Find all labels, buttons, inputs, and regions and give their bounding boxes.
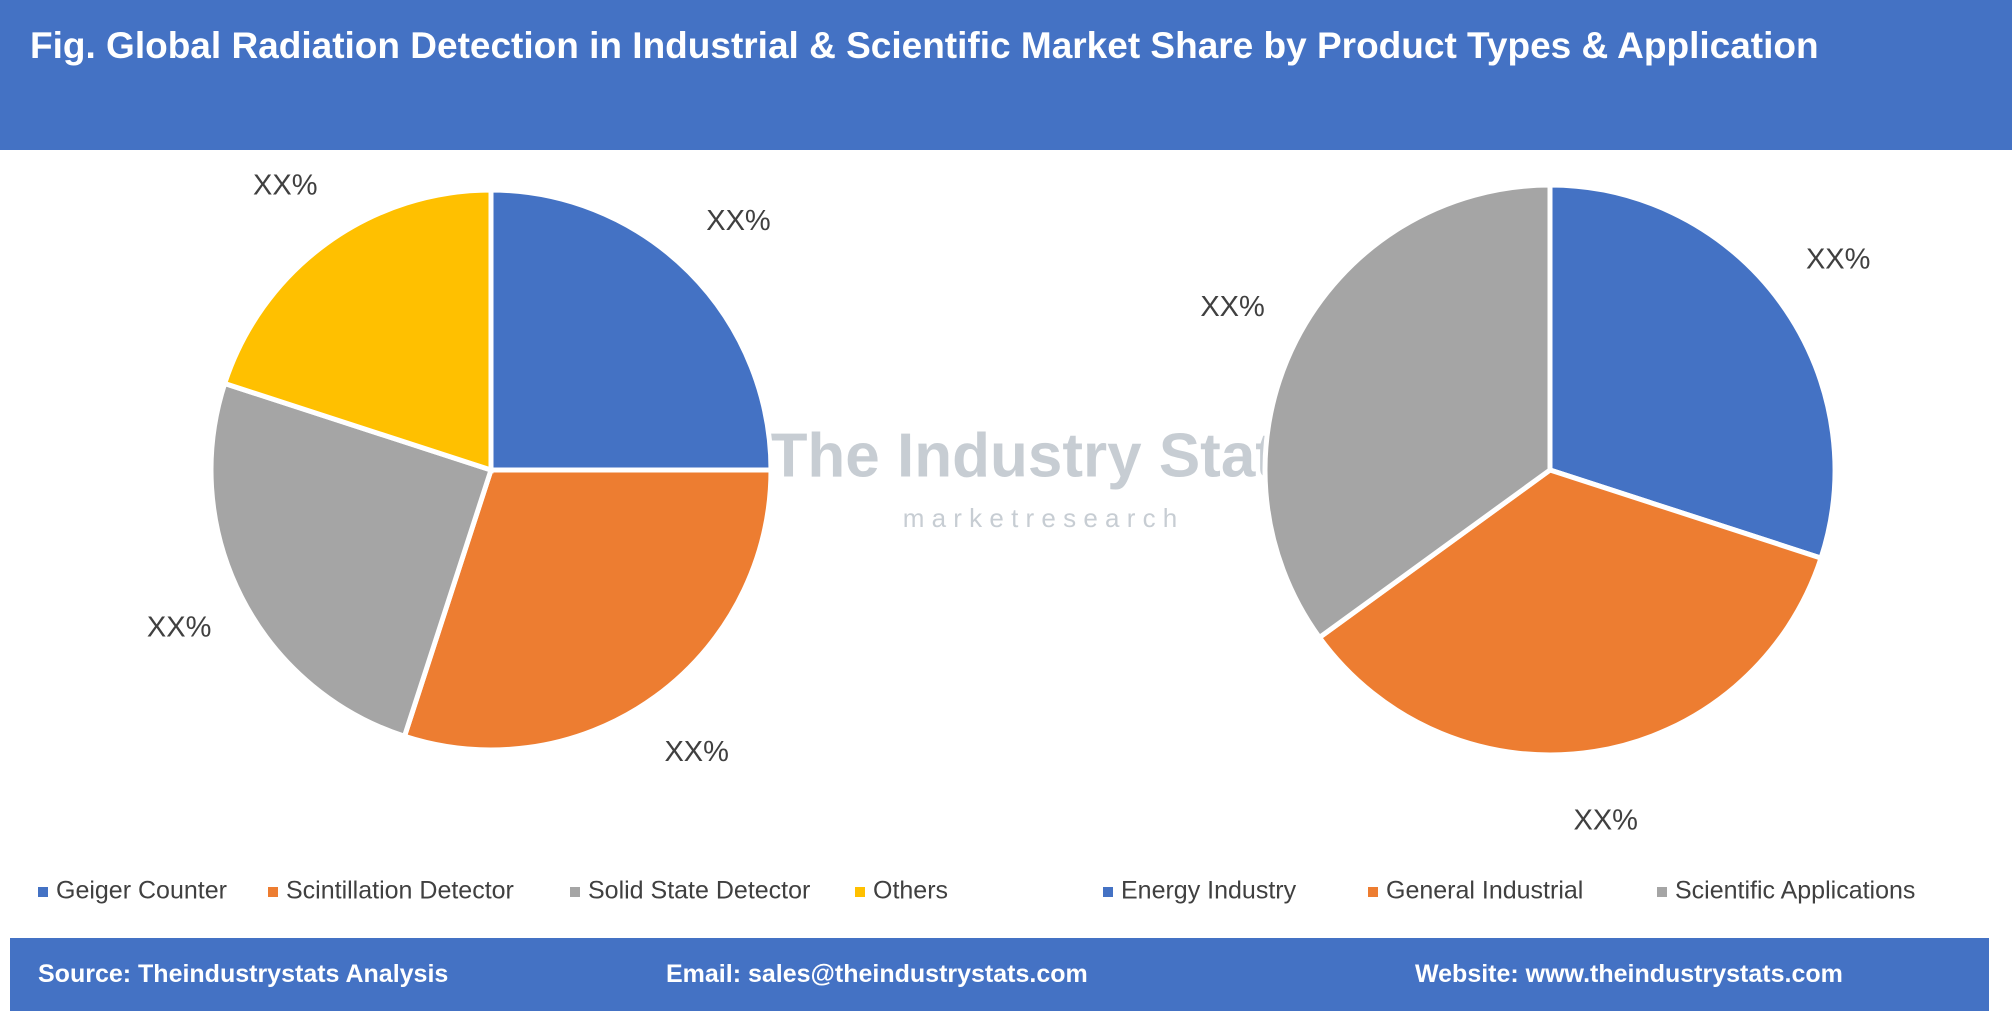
data-label: XX% [1200,291,1264,323]
legend-label: Energy Industry [1121,877,1297,905]
legend-marker [268,887,278,897]
pie-slice [401,467,774,753]
pie-slice [488,187,774,473]
pie-slice [208,380,495,740]
data-label: XX% [706,205,770,237]
legend-marker [1368,887,1378,897]
footer: Source: Theindustrystats Analysis Email:… [10,938,1989,1011]
legend-label: Geiger Counter [56,877,227,905]
footer-source: Source: Theindustrystats Analysis [38,960,449,988]
data-label: XX% [1573,805,1637,837]
legend-label: Scintillation Detector [286,877,514,905]
watermark: The Industry Stats [770,421,1311,490]
legend-label: Solid State Detector [588,877,810,905]
legend-marker [1657,887,1667,897]
legend-marker [570,887,580,897]
pie-slice [1262,182,1553,642]
pie-slice [221,187,494,474]
legend-marker [855,887,865,897]
header: Fig. Global Radiation Detection in Indus… [0,0,2012,150]
legend-label: General Industrial [1386,877,1583,905]
data-label: XX% [253,170,317,202]
footer-email: Email: sales@theindustrystats.com [666,960,1088,988]
legend-marker [1103,887,1113,897]
chart-title: Fig. Global Radiation Detection in Indus… [30,25,1819,66]
pie-slice [1315,467,1825,758]
legend-label: Scientific Applications [1675,877,1915,905]
data-label: XX% [1806,243,1870,275]
footer-website: Website: www.theindustrystats.com [1415,960,1843,988]
legend-label: Others [873,877,948,905]
data-label: XX% [664,736,728,768]
watermark-tagline: m a r k e t r e s e a r c h [903,503,1178,533]
legend-marker [38,887,48,897]
data-label: XX% [147,612,211,644]
pie-slice [1547,182,1838,562]
